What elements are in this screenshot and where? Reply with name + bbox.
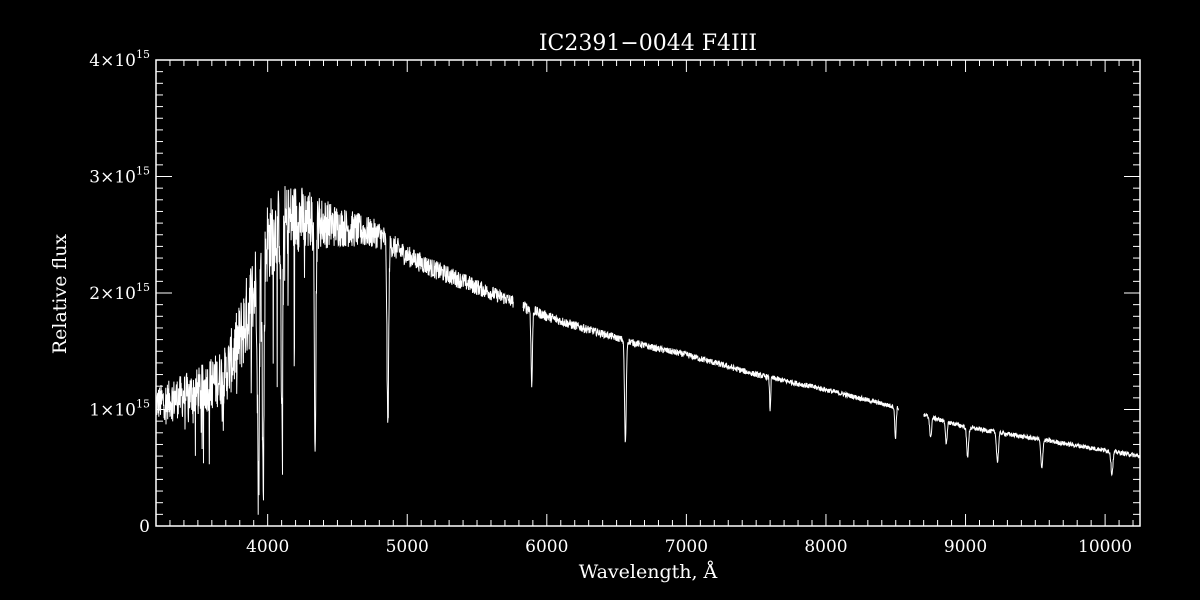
x-tick-label: 7000 (665, 537, 708, 557)
x-tick-label: 10000 (1078, 537, 1132, 557)
y-tick-label: 1×1015 (89, 398, 150, 421)
x-tick-label: 4000 (246, 537, 289, 557)
x-tick-label: 8000 (804, 537, 847, 557)
y-tick-label: 4×1015 (89, 48, 150, 71)
y-tick-label: 2×1015 (89, 281, 150, 304)
plot-frame (155, 59, 1141, 527)
chart-title: IC2391−0044 F4III (539, 31, 757, 56)
y-tick-label: 3×1015 (89, 165, 150, 188)
y-axis-label-group: Relative flux (49, 234, 71, 355)
x-tick-label: 6000 (525, 537, 568, 557)
x-axis-label: Wavelength, Å (579, 561, 718, 583)
spectrum-line (155, 186, 1141, 515)
y-axis-label: Relative flux (49, 234, 71, 355)
x-tick-label: 5000 (386, 537, 429, 557)
axis-tick-labels: 4000 5000 6000 7000 8000 9000 10000 0 1×1015 2×10… (89, 48, 1132, 557)
y-tick-label: 0 (139, 517, 150, 537)
x-tick-label: 9000 (944, 537, 987, 557)
spectrum-series (155, 186, 1141, 515)
axis-ticks (155, 59, 1140, 527)
